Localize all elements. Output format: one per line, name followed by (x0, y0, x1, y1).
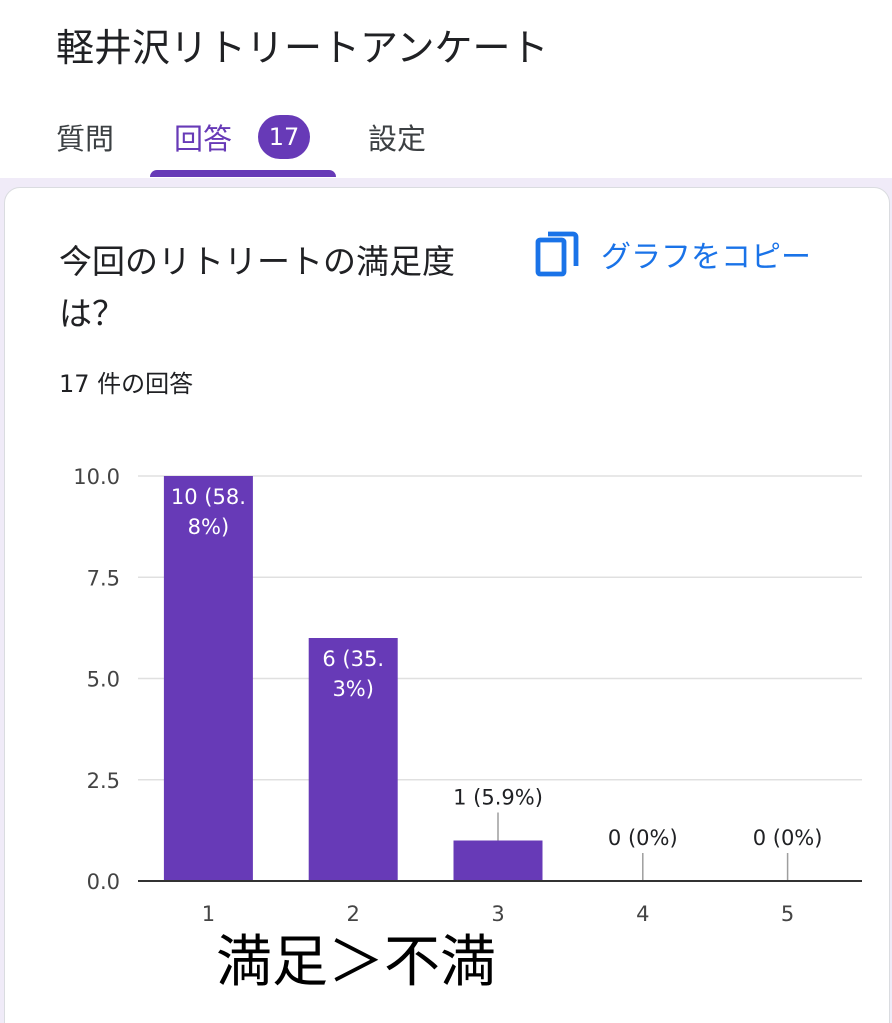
bar-2 (308, 638, 398, 881)
x-tick-label: 1 (202, 902, 215, 926)
data-label: 0 (0%) (608, 826, 678, 850)
tab-settings[interactable]: 設定 (368, 100, 426, 174)
form-title: 軽井沢リトリートアンケート (56, 26, 549, 70)
copy-chart-button[interactable]: グラフをコピー (535, 230, 811, 278)
tab-bar: 質問 回答 17 設定 (0, 100, 892, 178)
copy-chart-label: グラフをコピー (601, 240, 811, 275)
question-summary-card: 今回のリトリートの満足度は？ グラフをコピー 17 件の回答 (4, 187, 890, 1023)
tab-settings-label: 設定 (368, 122, 427, 156)
bar-1 (163, 476, 253, 881)
y-tick-label: 2.5 (87, 769, 120, 793)
y-tick-label: 0.0 (87, 870, 120, 894)
y-tick-label: 5.0 (87, 668, 120, 692)
x-tick-label: 3 (491, 902, 504, 926)
question-title: 今回のリトリートの満足度は？ (59, 242, 455, 333)
x-tick-label: 4 (636, 902, 649, 926)
data-label: 6 (35. 3%) (322, 647, 384, 701)
tab-questions[interactable]: 質問 (56, 100, 114, 174)
data-label: 0 (0%) (753, 826, 823, 850)
y-tick-label: 7.5 (87, 566, 120, 590)
tab-responses-label: 回答 (174, 122, 233, 156)
responses-count-badge: 17 (258, 115, 311, 159)
response-count: 17 件の回答 (59, 370, 194, 398)
x-tick-label: 2 (347, 902, 360, 926)
x-tick-label: 5 (781, 902, 794, 926)
active-tab-indicator (150, 170, 336, 177)
y-tick-label: 10.0 (73, 465, 120, 489)
annotation-caption: 満足＞不満 (216, 930, 496, 995)
tab-responses[interactable]: 回答 17 (150, 100, 336, 174)
form-header: 軽井沢リトリートアンケート 質問 回答 17 設定 (0, 0, 892, 178)
bar-3 (453, 840, 543, 881)
copy-icon (535, 231, 579, 277)
data-label: 1 (5.9%) (453, 786, 543, 810)
tab-questions-label: 質問 (56, 122, 115, 156)
data-label: 10 (58. 8%) (171, 485, 246, 539)
